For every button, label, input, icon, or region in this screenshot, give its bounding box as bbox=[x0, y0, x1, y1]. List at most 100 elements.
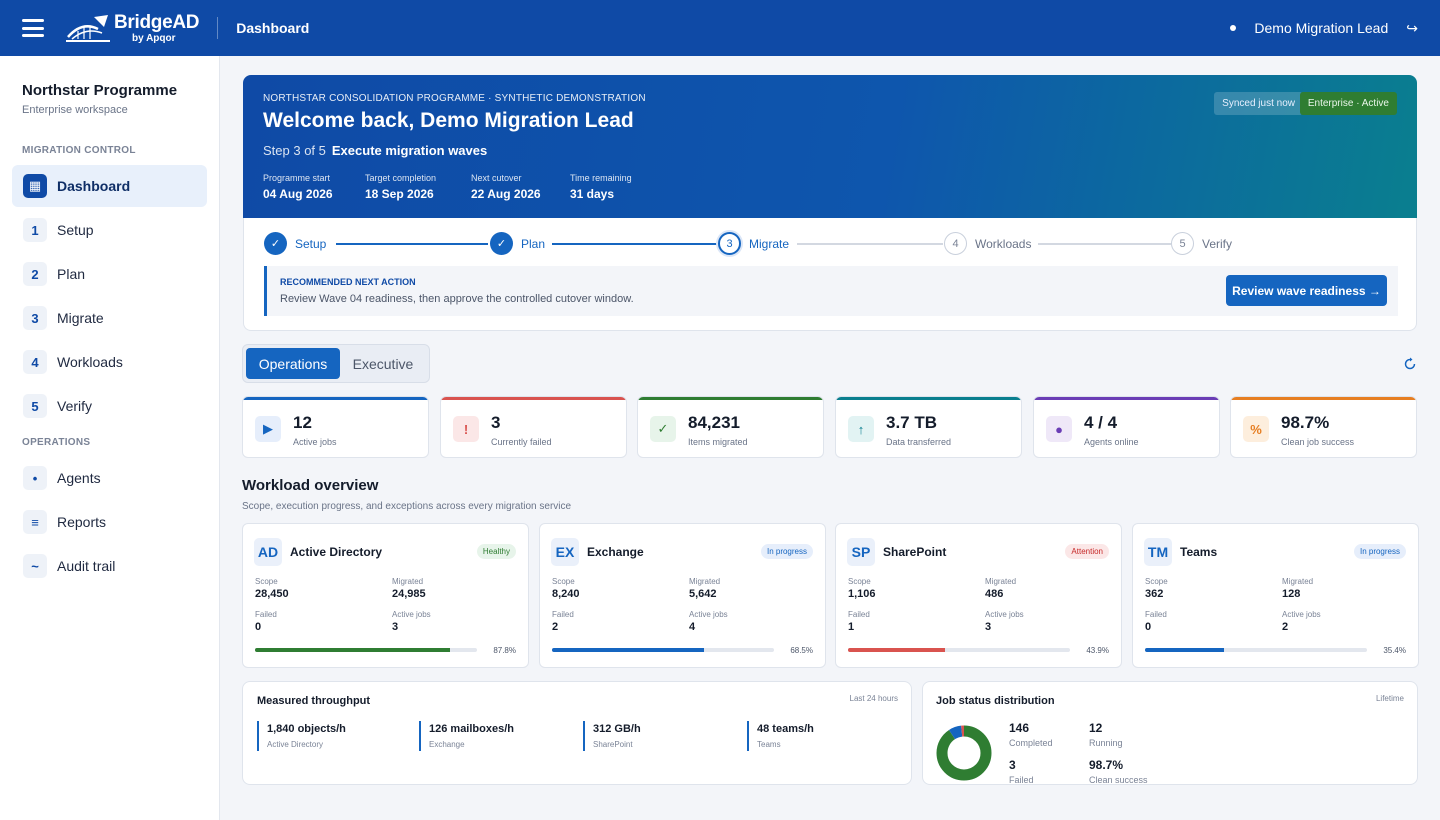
workload-card-tm[interactable]: TM Teams In progress Scope 362 Migrated 128 Fai… bbox=[1132, 523, 1419, 668]
step-number: 5 bbox=[1171, 232, 1194, 255]
page-title: Dashboard bbox=[236, 20, 310, 36]
kpi-accent-bar bbox=[638, 397, 823, 400]
progress-percent: 68.5% bbox=[790, 646, 813, 655]
sidebar-item-workloads[interactable]: 4 Workloads bbox=[12, 341, 207, 383]
step-counter: Step 3 of 5 bbox=[263, 143, 326, 158]
stepper-connector bbox=[1038, 243, 1171, 245]
scope-value: 1,106 bbox=[848, 588, 876, 600]
kpi-card: ✓ 84,231 Items migrated bbox=[637, 396, 824, 458]
sidebar-item-plan[interactable]: 2 Plan bbox=[12, 253, 207, 295]
step-number-badge: 3 bbox=[23, 306, 47, 330]
stat-value: 12 bbox=[1089, 721, 1103, 735]
stepper-connector bbox=[552, 243, 718, 245]
card-title: Job status distribution bbox=[936, 695, 1055, 707]
sidebar-item-verify[interactable]: 5 Verify bbox=[12, 385, 207, 427]
kpi-value: 84,231 bbox=[688, 413, 740, 432]
upload-arrow-icon: ↑ bbox=[848, 416, 874, 442]
stat-value: 3 bbox=[1009, 758, 1016, 772]
progress-stepper: ✓ Setup ✓ Plan 3 Migrate 4 Workloads 5 V… bbox=[243, 218, 1417, 331]
recommended-action-panel: RECOMMENDED NEXT ACTION Review Wave 04 r… bbox=[264, 266, 1398, 316]
workload-name: Exchange bbox=[587, 545, 644, 559]
tab-operations[interactable]: Operations bbox=[246, 348, 340, 379]
sidebar-item-reports[interactable]: ≡ Reports bbox=[12, 501, 207, 543]
stat-value: 146 bbox=[1009, 721, 1030, 735]
sidebar-item-agents[interactable]: • Agents bbox=[12, 457, 207, 499]
sidebar-item-migrate[interactable]: 3 Migrate bbox=[12, 297, 207, 339]
check-icon: ✓ bbox=[490, 232, 513, 255]
meta-label: Next cutover bbox=[471, 173, 522, 183]
progress-bar bbox=[848, 648, 1070, 652]
job-status-card: Job status distribution Lifetime 146 Com… bbox=[922, 681, 1418, 785]
throughput-label: SharePoint bbox=[593, 740, 633, 749]
progress-bar bbox=[1145, 648, 1367, 652]
sidebar-item-label: Reports bbox=[57, 514, 107, 530]
check-icon: ✓ bbox=[650, 416, 676, 442]
play-icon: ▶ bbox=[255, 416, 281, 442]
tab-executive[interactable]: Executive bbox=[352, 355, 414, 372]
kpi-label: Clean job success bbox=[1281, 437, 1355, 447]
kpi-value: 98.7% bbox=[1281, 413, 1330, 432]
failed-value: 0 bbox=[255, 621, 262, 633]
review-wave-readiness-button[interactable]: Review wave readiness → bbox=[1226, 275, 1387, 306]
kpi-card: ! 3 Currently failed bbox=[440, 396, 627, 458]
throughput-value: 48 teams/h bbox=[757, 723, 814, 735]
stat-value: 98.7% bbox=[1089, 758, 1124, 772]
brand-logo[interactable]: BridgeAD by Apqor bbox=[64, 11, 200, 45]
step-plan[interactable]: ✓ Plan bbox=[490, 232, 545, 255]
sidebar: Northstar Programme Enterprise workspace… bbox=[0, 56, 220, 820]
throughput-value: 1,840 objects/h bbox=[267, 723, 346, 735]
throughput-label: Teams bbox=[757, 740, 781, 749]
sidebar-item-label: Agents bbox=[57, 470, 101, 486]
meta-label: Programme start bbox=[263, 173, 331, 183]
step-workloads[interactable]: 4 Workloads bbox=[944, 232, 1031, 255]
donut-segment-completed bbox=[936, 725, 992, 781]
progress-fill bbox=[552, 648, 705, 652]
logout-arrow-icon[interactable]: ↪ bbox=[1406, 19, 1418, 36]
failed-label: Failed bbox=[255, 610, 277, 619]
sidebar-item-label: Setup bbox=[57, 222, 94, 238]
failed-value: 1 bbox=[848, 621, 855, 633]
stat-label: Running bbox=[1089, 738, 1123, 748]
workload-abbr-icon: TM bbox=[1144, 538, 1172, 566]
user-menu[interactable]: Demo Migration Lead ↪ bbox=[1230, 20, 1440, 37]
kpi-label: Data transferred bbox=[886, 437, 952, 447]
failed-label: Failed bbox=[848, 610, 870, 619]
active-jobs-value: 3 bbox=[392, 621, 399, 633]
workload-card-ad[interactable]: AD Active Directory Healthy Scope 28,450 Migr… bbox=[242, 523, 529, 668]
plan-status-badge: Enterprise · Active bbox=[1299, 92, 1397, 115]
sidebar-item-setup[interactable]: 1 Setup bbox=[12, 209, 207, 251]
step-verify[interactable]: 5 Verify bbox=[1171, 232, 1232, 255]
topbar-divider bbox=[217, 17, 219, 39]
step-setup[interactable]: ✓ Setup bbox=[264, 232, 326, 255]
throughput-label: Exchange bbox=[429, 740, 465, 749]
top-bar: BridgeAD by Apqor Dashboard Demo Migrati… bbox=[0, 0, 1440, 56]
kpi-label: Active jobs bbox=[293, 437, 337, 447]
workload-card-sp[interactable]: SP SharePoint Attention Scope 1,106 Migrated 4… bbox=[835, 523, 1122, 668]
throughput-card: Measured throughput Last 24 hours 1,840 … bbox=[242, 681, 912, 785]
sync-status-badge: Synced just now bbox=[1214, 92, 1303, 115]
failed-value: 0 bbox=[1145, 621, 1152, 633]
active-jobs-value: 3 bbox=[985, 621, 992, 633]
kpi-label: Items migrated bbox=[688, 437, 748, 447]
refresh-icon[interactable] bbox=[1403, 357, 1417, 371]
kpi-value: 3 bbox=[491, 413, 501, 432]
progress-fill bbox=[848, 648, 946, 652]
progress-bar bbox=[255, 648, 477, 652]
sidebar-item-dashboard[interactable]: ▦ Dashboard bbox=[12, 165, 207, 207]
sidebar-item-audit-trail[interactable]: ~ Audit trail bbox=[12, 545, 207, 587]
welcome-banner: NORTHSTAR CONSOLIDATION PROGRAMME · SYNT… bbox=[243, 75, 1417, 218]
workload-card-ex[interactable]: EX Exchange In progress Scope 8,240 Migrated 5… bbox=[539, 523, 826, 668]
step-migrate[interactable]: 3 Migrate bbox=[718, 232, 789, 255]
meta-value: 31 days bbox=[570, 187, 615, 201]
scope-label: Scope bbox=[1145, 577, 1168, 586]
org-name: Northstar Programme bbox=[22, 82, 178, 99]
check-icon: ✓ bbox=[264, 232, 287, 255]
hamburger-icon[interactable] bbox=[22, 19, 44, 37]
kpi-card: ▶ 12 Active jobs bbox=[242, 396, 429, 458]
migrated-value: 24,985 bbox=[392, 588, 426, 600]
alert-icon: ! bbox=[453, 416, 479, 442]
throughput-item: 312 GB/h SharePoint bbox=[583, 721, 641, 751]
progress-percent: 43.9% bbox=[1086, 646, 1109, 655]
recommended-action-text: Review Wave 04 readiness, then approve t… bbox=[280, 293, 634, 305]
scope-label: Scope bbox=[848, 577, 871, 586]
